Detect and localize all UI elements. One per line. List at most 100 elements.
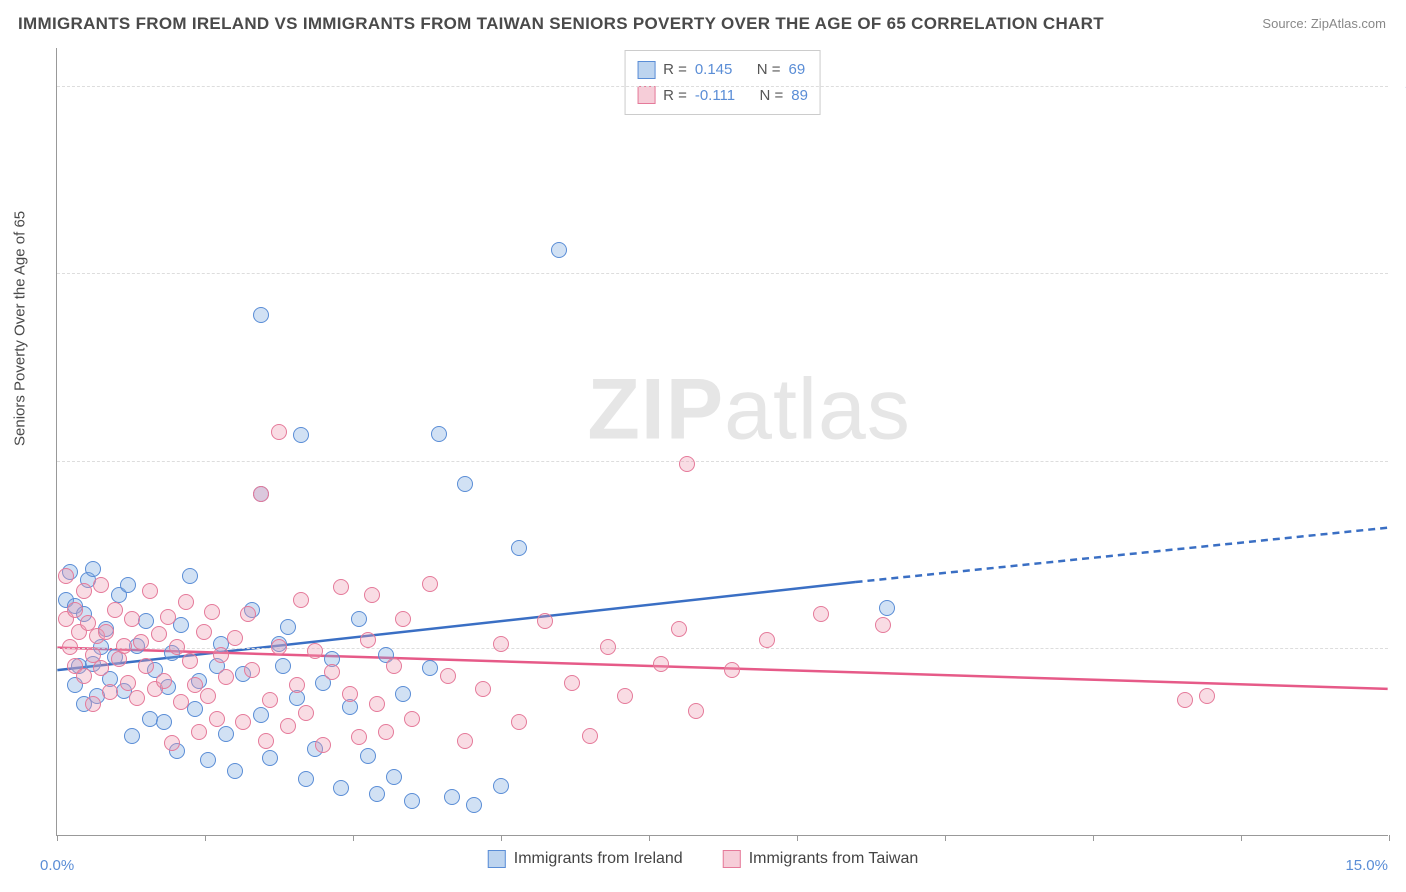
data-point [107, 602, 123, 618]
data-point [164, 735, 180, 751]
data-point [386, 769, 402, 785]
data-point [124, 611, 140, 627]
data-point [315, 737, 331, 753]
data-point [191, 724, 207, 740]
data-point [213, 647, 229, 663]
data-point [98, 624, 114, 640]
data-point [444, 789, 460, 805]
y-tick-label: 10.0% [1393, 640, 1406, 657]
data-point [457, 476, 473, 492]
data-point [364, 587, 380, 603]
legend-label-taiwan: Immigrants from Taiwan [749, 850, 919, 868]
y-tick-label: 30.0% [1393, 265, 1406, 282]
data-point [169, 639, 185, 655]
data-point [582, 728, 598, 744]
data-point [280, 619, 296, 635]
data-point [227, 763, 243, 779]
data-point [262, 692, 278, 708]
data-point [351, 611, 367, 627]
data-point [67, 602, 83, 618]
legend-item-taiwan: Immigrants from Taiwan [723, 850, 919, 868]
data-point [617, 688, 633, 704]
data-point [253, 486, 269, 502]
data-point [360, 748, 376, 764]
data-point [173, 694, 189, 710]
data-point [258, 733, 274, 749]
x-tick [353, 835, 354, 841]
correlation-chart: IMMIGRANTS FROM IRELAND VS IMMIGRANTS FR… [0, 0, 1406, 892]
legend-item-ireland: Immigrants from Ireland [488, 850, 683, 868]
data-point [422, 576, 438, 592]
series-legend: Immigrants from Ireland Immigrants from … [488, 850, 918, 868]
x-tick [797, 835, 798, 841]
data-point [85, 696, 101, 712]
data-point [551, 242, 567, 258]
data-point [759, 632, 775, 648]
data-point [333, 780, 349, 796]
data-point [395, 611, 411, 627]
data-point [688, 703, 704, 719]
data-point [156, 673, 172, 689]
data-point [271, 639, 287, 655]
data-point [262, 750, 278, 766]
data-point [653, 656, 669, 672]
swatch-pink-icon [723, 850, 741, 868]
data-point [200, 752, 216, 768]
data-point [475, 681, 491, 697]
data-point [431, 426, 447, 442]
data-point [76, 668, 92, 684]
data-point [875, 617, 891, 633]
watermark-bold: ZIP [587, 362, 724, 458]
data-point [298, 705, 314, 721]
data-point [204, 604, 220, 620]
data-point [93, 660, 109, 676]
data-point [120, 577, 136, 593]
data-point [369, 786, 385, 802]
data-point [879, 600, 895, 616]
x-tick [1389, 835, 1390, 841]
source-label: Source: [1262, 16, 1307, 31]
data-point [218, 726, 234, 742]
x-tick [649, 835, 650, 841]
data-point [493, 778, 509, 794]
data-point [564, 675, 580, 691]
data-point [275, 658, 291, 674]
x-tick [205, 835, 206, 841]
grid-line [57, 273, 1388, 274]
data-point [342, 686, 358, 702]
source-name: ZipAtlas.com [1311, 16, 1386, 31]
data-point [351, 729, 367, 745]
legend-label-ireland: Immigrants from Ireland [514, 850, 683, 868]
n-label: N = [757, 57, 781, 83]
data-point [360, 632, 376, 648]
x-tick [1241, 835, 1242, 841]
data-point [671, 621, 687, 637]
data-point [600, 639, 616, 655]
data-point [1199, 688, 1215, 704]
y-axis-label: Seniors Poverty Over the Age of 65 [12, 211, 29, 446]
data-point [120, 675, 136, 691]
x-tick-label-min: 0.0% [40, 857, 74, 874]
swatch-blue-icon [637, 61, 655, 79]
data-point [187, 677, 203, 693]
data-point [378, 724, 394, 740]
data-point [422, 660, 438, 676]
data-point [333, 579, 349, 595]
swatch-blue-icon [488, 850, 506, 868]
data-point [156, 714, 172, 730]
data-point [457, 733, 473, 749]
r-value-ireland: 0.145 [695, 57, 733, 83]
data-point [307, 643, 323, 659]
data-point [240, 606, 256, 622]
data-point [200, 688, 216, 704]
data-point [178, 594, 194, 610]
data-point [293, 592, 309, 608]
x-tick-label-max: 15.0% [1345, 857, 1388, 874]
data-point [253, 707, 269, 723]
data-point [244, 662, 260, 678]
data-point [76, 583, 92, 599]
data-point [440, 668, 456, 684]
data-point [253, 307, 269, 323]
data-point [151, 626, 167, 642]
chart-title: IMMIGRANTS FROM IRELAND VS IMMIGRANTS FR… [18, 14, 1104, 34]
